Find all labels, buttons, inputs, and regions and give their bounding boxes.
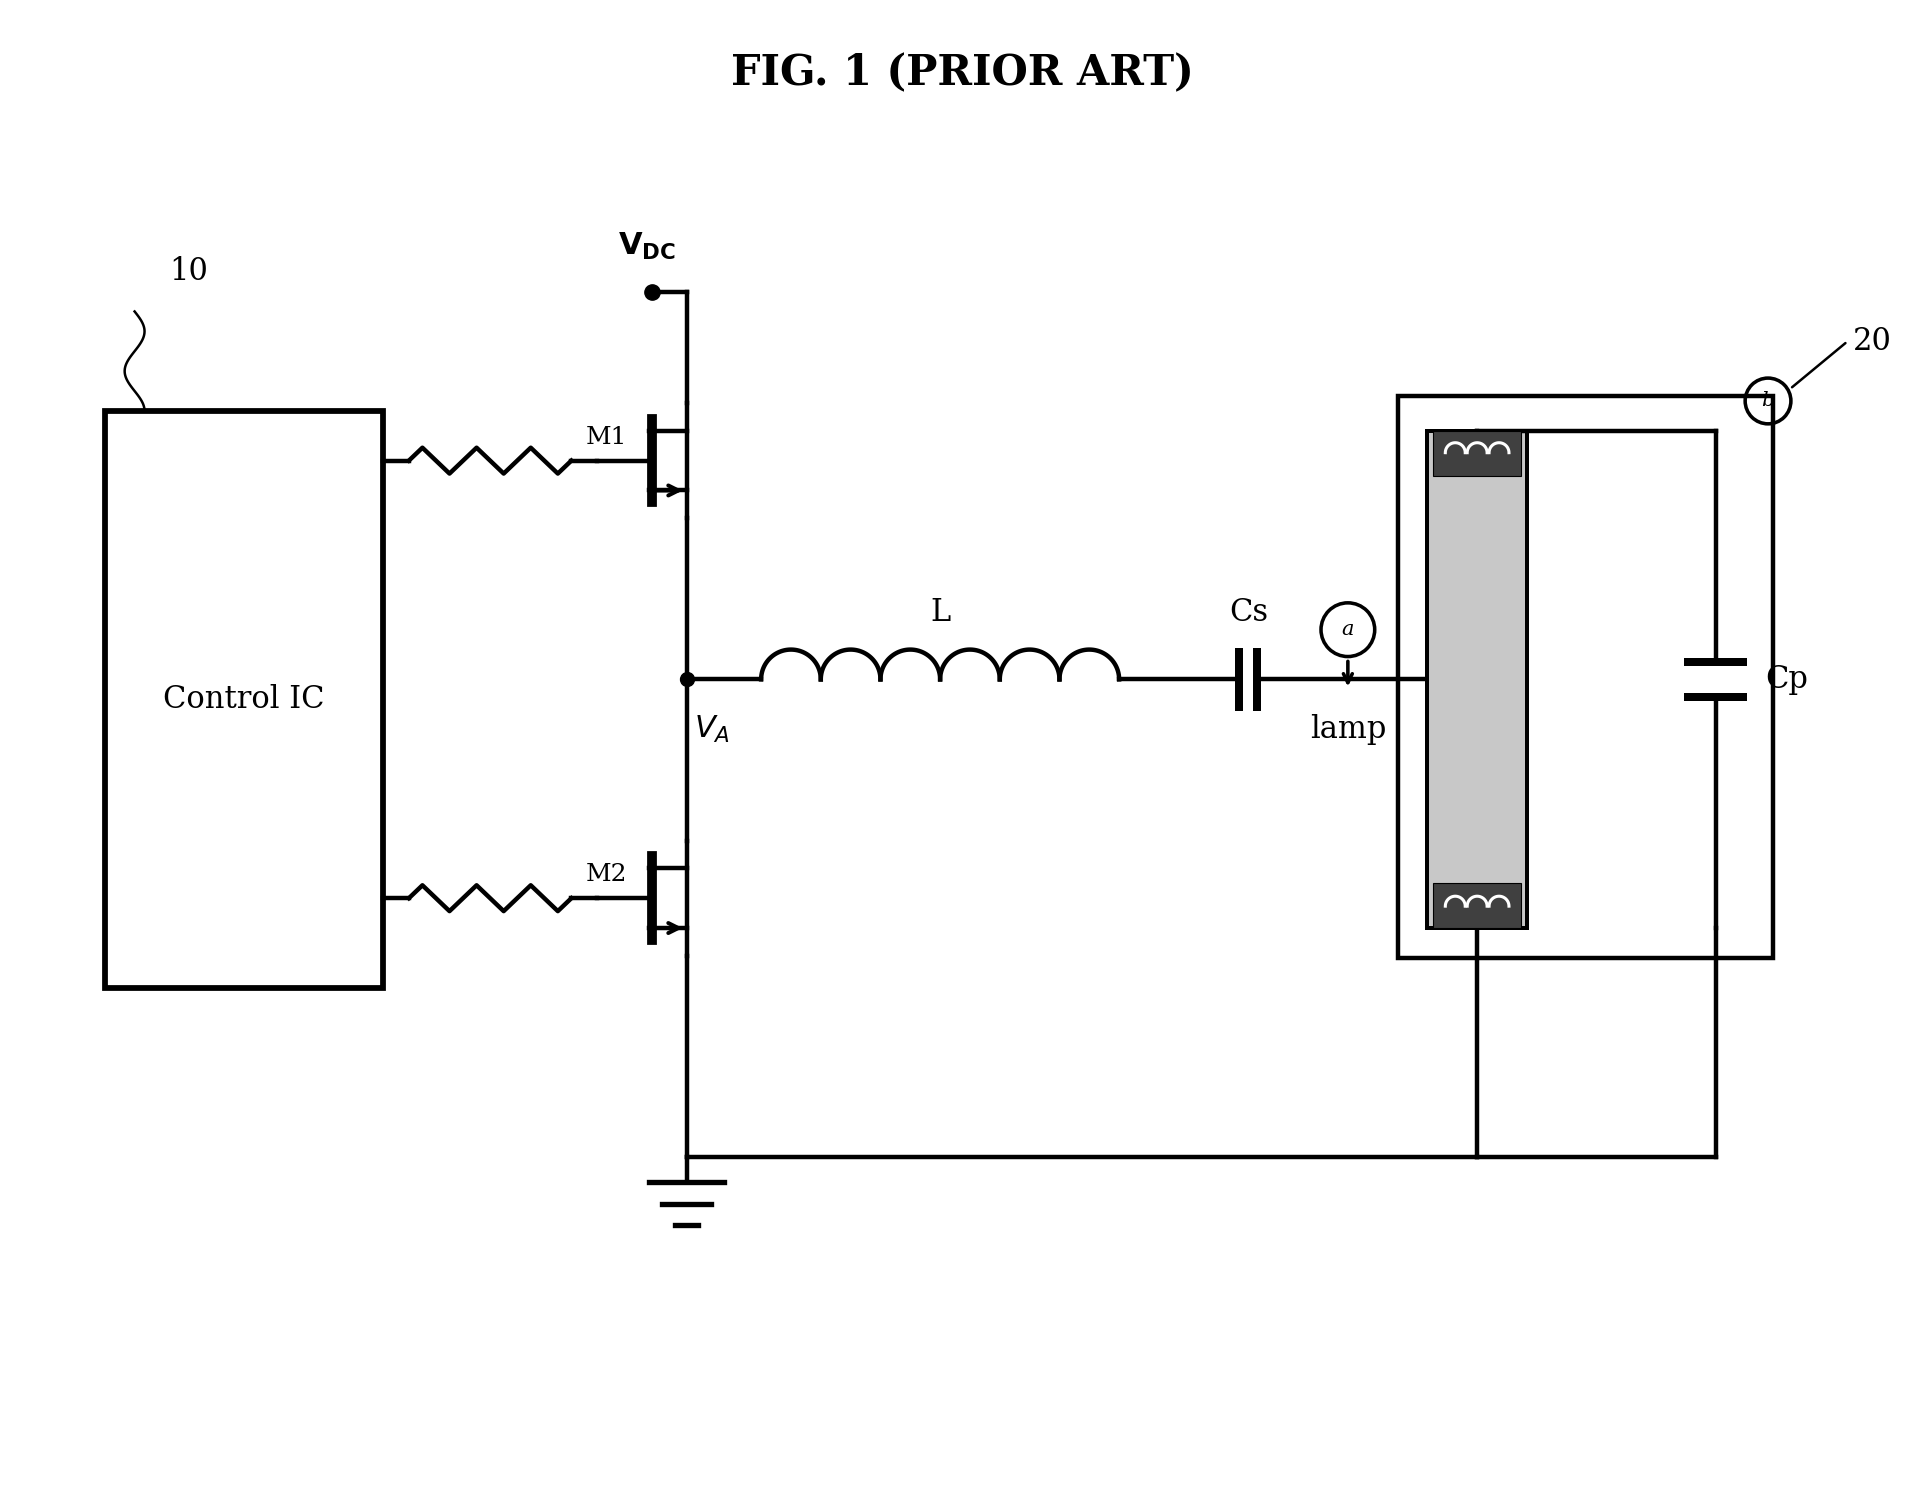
Text: b: b [1761,391,1775,410]
FancyBboxPatch shape [104,410,383,988]
Text: $V_A$: $V_A$ [695,714,730,745]
Text: M2: M2 [585,863,628,886]
Text: Control IC: Control IC [164,684,325,715]
Text: 20: 20 [1852,326,1892,356]
Text: $\mathbf{V_{DC}}$: $\mathbf{V_{DC}}$ [618,231,676,261]
Text: lamp: lamp [1309,714,1386,745]
Text: a: a [1342,620,1353,640]
FancyBboxPatch shape [1434,430,1521,475]
Text: Cs: Cs [1228,596,1269,628]
Text: L: L [930,596,951,628]
FancyBboxPatch shape [1428,430,1527,928]
Text: Cp: Cp [1765,664,1808,696]
Text: M1: M1 [585,426,628,448]
Text: FIG. 1 (PRIOR ART): FIG. 1 (PRIOR ART) [732,51,1194,94]
FancyBboxPatch shape [1434,883,1521,928]
Text: 10: 10 [169,255,208,287]
